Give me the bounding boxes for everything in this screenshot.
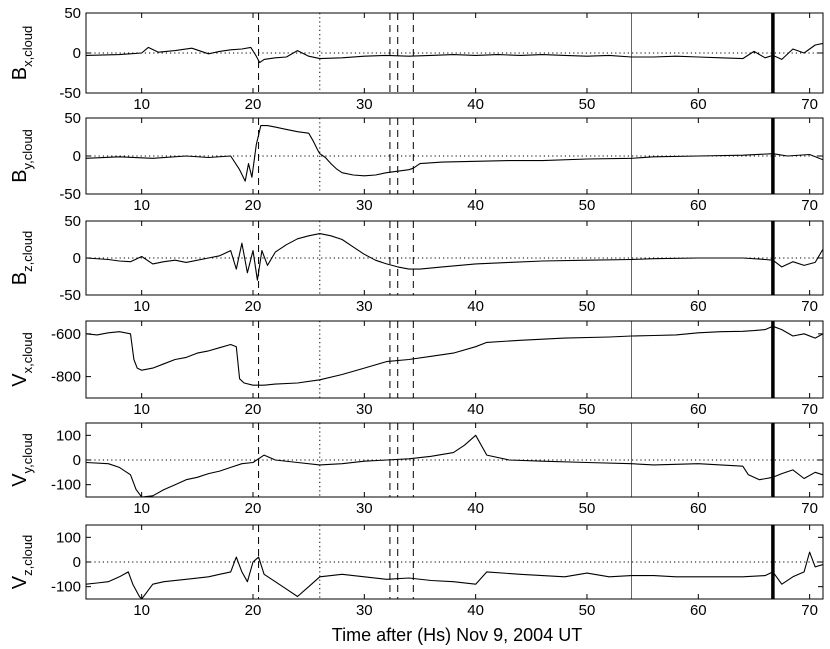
y-axis-label: Vx,cloud	[9, 332, 35, 387]
y-tick-label: 0	[73, 148, 81, 165]
y-axis-label: Vz,cloud	[9, 535, 35, 590]
y-tick-label: -50	[59, 287, 81, 304]
x-tick-label: 60	[690, 500, 707, 517]
x-tick-label: 30	[356, 298, 373, 315]
y-axis-label-sub: x,cloud	[20, 26, 35, 67]
panel-by: 10 20 30 40 50 60 70 50 0 -50 By,cloud	[9, 110, 824, 214]
series-line-by	[86, 125, 823, 182]
x-tick-label: 30	[356, 500, 373, 517]
panels: 10 20 30 40 50 60 70 50 0 -50 Bx,cloud 10 20 30 40 50 60…	[9, 5, 824, 619]
panel-bx: 10 20 30 40 50 60 70 50 0 -50 Bx,cloud	[9, 5, 824, 113]
series-line-vy	[86, 434, 823, 497]
x-tick-label: 70	[801, 500, 818, 517]
series-line-vz	[86, 551, 823, 599]
x-tick-label: 50	[579, 197, 596, 214]
y-tick-label: -50	[59, 85, 81, 102]
x-tick-label: 30	[356, 401, 373, 418]
y-axis-label: Bx,cloud	[9, 26, 35, 81]
x-tick-label: 50	[579, 500, 596, 517]
y-tick-label: 100	[56, 529, 81, 546]
x-tick-label: 60	[690, 197, 707, 214]
y-axis-label-sub: z,cloud	[20, 231, 35, 272]
plot-frame	[85, 320, 824, 399]
x-tick-label: 50	[579, 401, 596, 418]
x-tick-label: 70	[801, 602, 818, 619]
x-tick-label: 60	[690, 602, 707, 619]
y-axis-label-sub: x,cloud	[20, 332, 35, 373]
x-tick-label: 50	[579, 298, 596, 315]
panel-vz: 10 20 30 40 50 60 70 100 0 -100 Vz,cloud	[9, 524, 824, 619]
y-axis-label-main: V	[9, 373, 31, 387]
x-tick-label: 40	[467, 298, 484, 315]
x-tick-label: 20	[245, 602, 262, 619]
series-line-bz	[86, 233, 823, 281]
y-axis-label: By,cloud	[9, 129, 35, 183]
x-tick-label: 40	[467, 197, 484, 214]
x-tick-label: 30	[356, 96, 373, 113]
y-axis-label-sub: y,cloud	[20, 129, 35, 169]
y-tick-label: -800	[51, 369, 81, 386]
x-axis-label: Time after (Hs) Nov 9, 2004 UT	[332, 625, 582, 645]
y-axis-label-main: B	[9, 272, 31, 285]
x-tick-label: 70	[801, 197, 818, 214]
x-tick-label: 20	[245, 96, 262, 113]
x-tick-label: 10	[133, 500, 150, 517]
x-tick-label: 50	[579, 96, 596, 113]
x-tick-label: 70	[801, 401, 818, 418]
x-tick-label: 20	[245, 401, 262, 418]
x-tick-label: 70	[801, 96, 818, 113]
y-axis-label-sub: y,cloud	[20, 433, 35, 473]
panel-vx: 10 20 30 40 50 60 70 -600 -800 Vx,cloud	[9, 320, 824, 418]
x-tick-label: 50	[579, 602, 596, 619]
y-axis-label-main: V	[9, 575, 31, 589]
x-tick-label: 10	[133, 298, 150, 315]
y-tick-label: -100	[51, 477, 81, 494]
x-tick-label: 30	[356, 197, 373, 214]
y-tick-label: -600	[51, 326, 81, 343]
x-tick-label: 10	[133, 96, 150, 113]
y-axis-label-sub: z,cloud	[20, 535, 35, 576]
x-tick-label: 40	[467, 401, 484, 418]
x-tick-label: 20	[245, 298, 262, 315]
y-tick-label: -100	[51, 579, 81, 596]
y-tick-label: 0	[73, 250, 81, 267]
y-tick-label: -50	[59, 186, 81, 203]
y-tick-label: 0	[73, 452, 81, 469]
x-tick-label: 20	[245, 500, 262, 517]
x-tick-label: 10	[133, 602, 150, 619]
x-tick-label: 30	[356, 602, 373, 619]
y-axis-label: Bz,cloud	[9, 231, 35, 286]
y-tick-label: 0	[73, 554, 81, 571]
y-axis-label-main: B	[9, 67, 31, 80]
x-tick-label: 40	[467, 96, 484, 113]
y-tick-label: 50	[64, 5, 81, 22]
x-tick-label: 40	[467, 602, 484, 619]
x-tick-label: 60	[690, 96, 707, 113]
y-axis-label: Vy,cloud	[9, 433, 35, 487]
y-tick-label: 0	[73, 45, 81, 62]
x-tick-label: 70	[801, 298, 818, 315]
x-tick-label: 10	[133, 197, 150, 214]
x-tick-label: 20	[245, 197, 262, 214]
series-line-bx	[86, 42, 823, 64]
series-line-vx	[86, 325, 823, 386]
panel-vy: 10 20 30 40 50 60 70 100 0 -100 Vy,cloud	[9, 422, 824, 517]
y-tick-label: 50	[64, 213, 81, 230]
panel-bz: 10 20 30 40 50 60 70 50 0 -50 Bz,cloud	[9, 213, 824, 315]
x-tick-label: 60	[690, 298, 707, 315]
y-axis-label-main: B	[9, 169, 31, 182]
y-axis-label-main: V	[9, 473, 31, 487]
x-tick-label: 40	[467, 500, 484, 517]
x-tick-label: 60	[690, 401, 707, 418]
y-tick-label: 50	[64, 110, 81, 127]
x-tick-label: 10	[133, 401, 150, 418]
y-tick-label: 100	[56, 427, 81, 444]
